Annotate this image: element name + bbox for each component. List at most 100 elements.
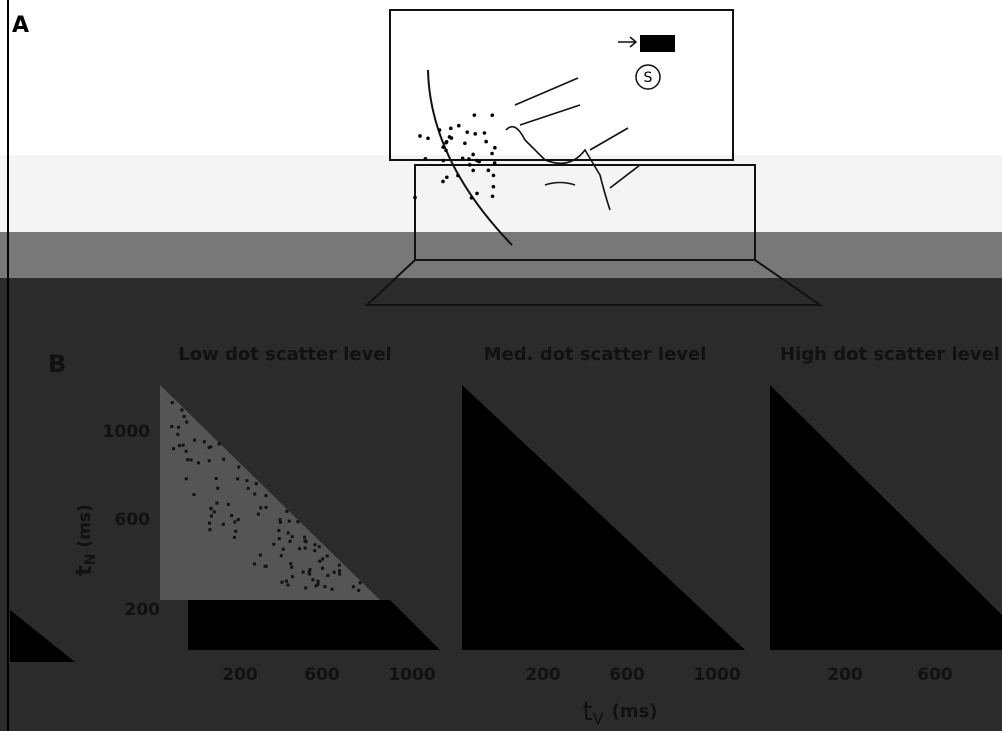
arrow: [618, 36, 638, 48]
unit: (ms): [612, 701, 658, 722]
y-axis-label: tN (ms): [72, 504, 99, 576]
base: [364, 259, 824, 306]
subscript: N: [83, 554, 99, 566]
dot: [236, 518, 240, 522]
x-tick-label: 200: [827, 665, 863, 685]
x-tick-label: 600: [609, 665, 645, 685]
dot: [237, 465, 241, 469]
dot: [196, 461, 200, 465]
dot: [317, 545, 321, 549]
screen: [389, 9, 734, 161]
dot: [246, 486, 250, 490]
dot: [472, 113, 477, 117]
dot: [491, 184, 496, 189]
dot: [313, 549, 317, 553]
dot: [221, 522, 225, 526]
dot: [441, 158, 446, 163]
dot: [234, 529, 238, 533]
dot: [180, 408, 184, 412]
dot: [463, 141, 467, 146]
y-tick-label: 200: [125, 600, 161, 620]
dot: [477, 159, 481, 164]
dot: [358, 581, 362, 585]
dot: [259, 506, 263, 510]
triangle: [10, 610, 75, 662]
dot: [256, 512, 260, 516]
dot: [471, 152, 475, 157]
dot: [447, 135, 452, 139]
unit: (ms): [75, 504, 95, 547]
dot: [308, 572, 312, 576]
dot: [277, 537, 281, 541]
dot: [482, 131, 487, 135]
dot: [232, 535, 236, 539]
dot: [301, 570, 305, 574]
triangle: [770, 385, 1002, 650]
panel-label: A: [12, 13, 29, 38]
panel-label: B: [48, 350, 66, 378]
dot: [209, 506, 213, 510]
dot: [289, 562, 293, 566]
dot: [445, 175, 449, 180]
dot: [202, 440, 206, 444]
dot: [465, 130, 469, 134]
dot: [337, 563, 341, 567]
triangle: [188, 600, 440, 650]
dot: [351, 585, 355, 589]
dot: [449, 126, 453, 131]
dot: [290, 535, 294, 539]
dot: [207, 445, 211, 449]
dot: [286, 583, 290, 587]
dot: [272, 542, 276, 546]
dot-cloud: [413, 113, 497, 200]
dot: [184, 449, 188, 453]
dot: [236, 477, 240, 481]
dot: [263, 564, 267, 568]
dot: [298, 547, 302, 551]
dot: [214, 476, 218, 480]
dot: [311, 578, 315, 582]
dot: [332, 570, 336, 574]
dot: [456, 173, 460, 178]
hand: [505, 77, 641, 211]
dot: [316, 579, 320, 583]
x-tick-label: 200: [525, 665, 561, 685]
dot: [290, 565, 294, 569]
dot: [278, 520, 282, 524]
dot: [473, 132, 477, 136]
dot: [303, 546, 307, 550]
dot: [177, 425, 181, 429]
dot: [469, 196, 474, 200]
dot: [296, 520, 300, 524]
dot: [308, 568, 312, 572]
dot: [491, 173, 496, 178]
dot: [264, 505, 268, 509]
x-tick-label: 600: [917, 665, 953, 685]
band-light: [0, 155, 1002, 232]
dot: [170, 425, 174, 429]
dot: [493, 145, 497, 150]
dot: [330, 587, 334, 591]
dot: [338, 569, 342, 573]
dot: [280, 580, 284, 584]
dot: [490, 194, 495, 199]
dot: [281, 547, 285, 551]
dot: [207, 459, 211, 463]
dot: [184, 477, 188, 481]
dot: [418, 134, 422, 138]
dot: [181, 443, 185, 447]
dot: [245, 479, 249, 483]
apparatus: [364, 9, 824, 306]
symbol: t: [582, 697, 592, 727]
dot: [171, 447, 175, 451]
x-tick-label: 1000: [388, 665, 435, 685]
dot: [486, 168, 491, 173]
dot: [460, 156, 465, 161]
start-circle: [635, 64, 661, 90]
triangle: [462, 385, 745, 650]
dot: [291, 575, 295, 579]
dot: [288, 539, 292, 543]
dot: [208, 528, 212, 532]
dot: [226, 502, 230, 506]
dot: [423, 156, 428, 161]
